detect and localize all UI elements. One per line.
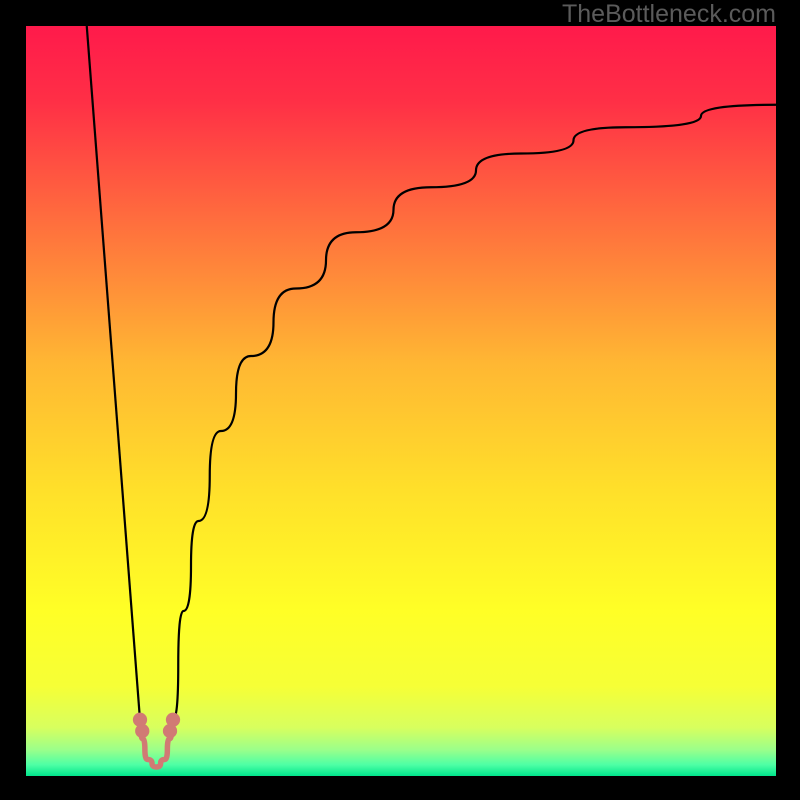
chart-svg [26, 26, 776, 776]
curve-left [87, 26, 140, 720]
plot-area [26, 26, 776, 776]
valley-dot [135, 724, 149, 738]
valley-dot [166, 713, 180, 727]
watermark-text: TheBottleneck.com [562, 0, 776, 29]
curve-right [173, 105, 776, 720]
valley-dots [133, 713, 180, 739]
